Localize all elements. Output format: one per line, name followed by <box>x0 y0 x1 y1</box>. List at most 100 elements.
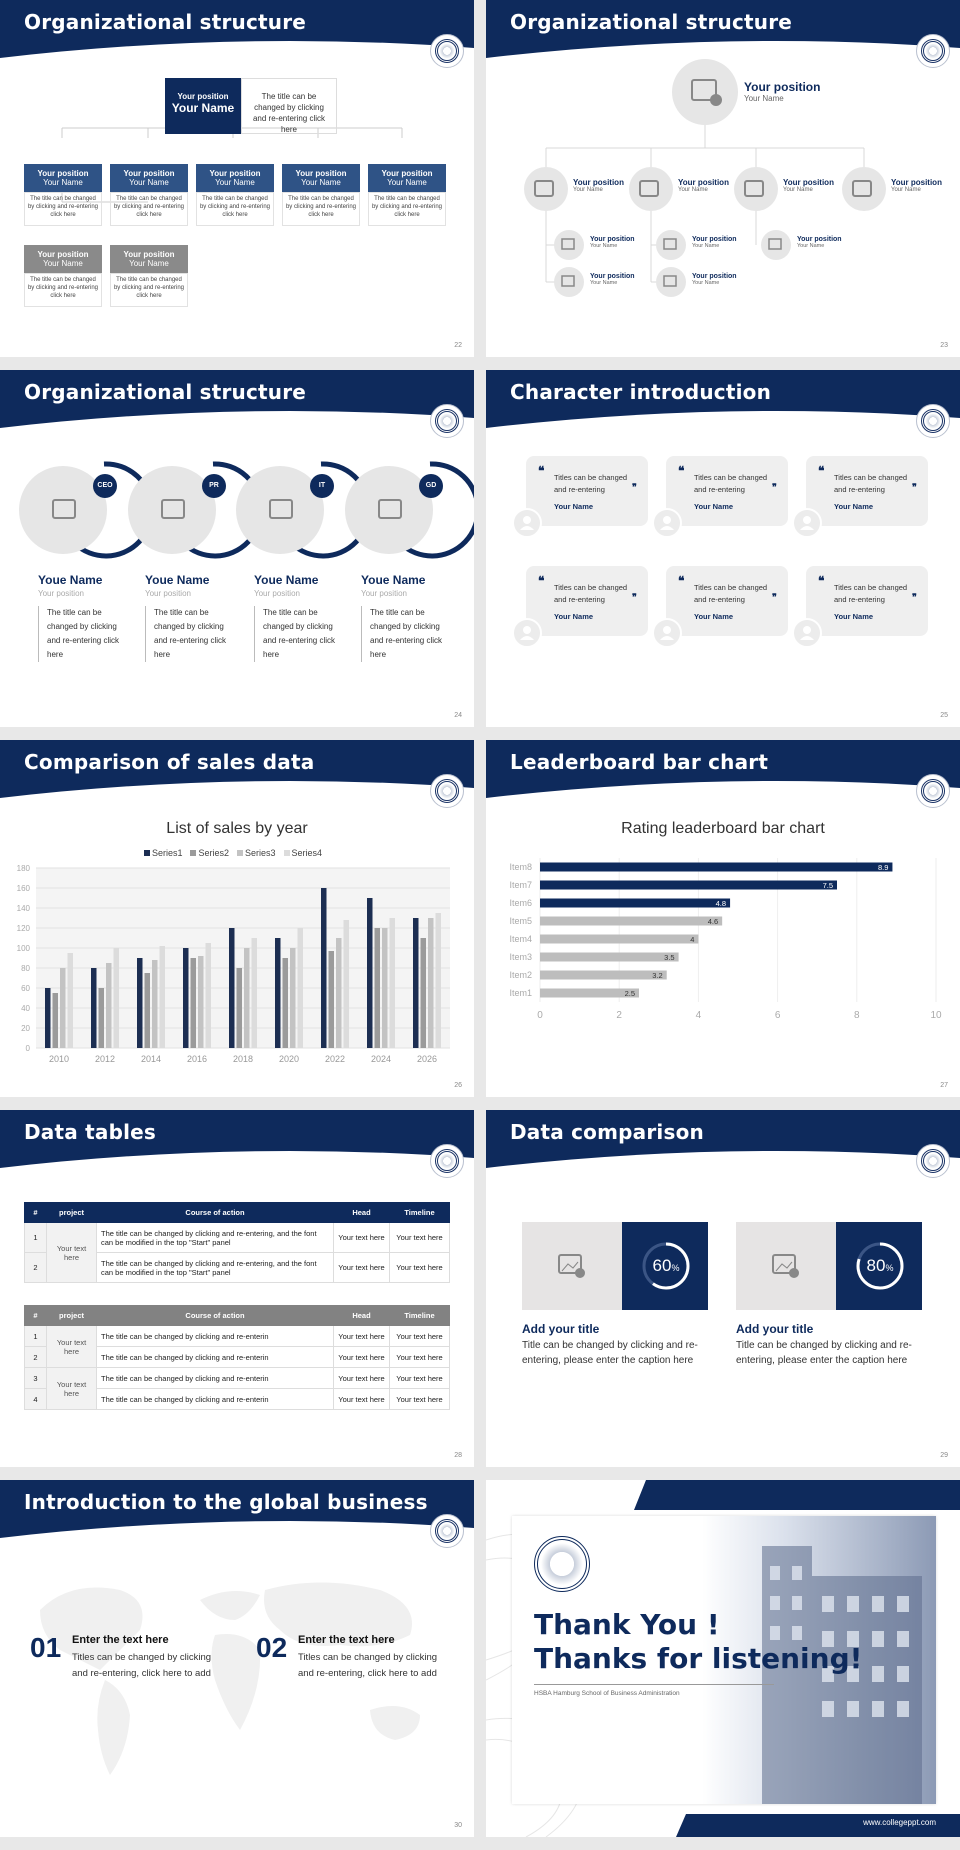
slide-28[interactable]: Data tables # project Course of action H… <box>0 1110 474 1467</box>
comparison-card[interactable]: 80% <box>736 1222 922 1310</box>
slide-26[interactable]: Comparison of sales data List of sales b… <box>0 740 474 1097</box>
role-badge: GD <box>425 482 437 489</box>
slide-31[interactable]: Thank You ! Thanks for listening! HSBA H… <box>486 1480 960 1837</box>
bar-series2-2012 <box>98 988 104 1048</box>
quote-card[interactable]: ❝ Titles can be changed and re-entering … <box>792 566 930 648</box>
school-seal-icon <box>916 774 950 808</box>
comparison-heading: Add your title <box>736 1322 814 1336</box>
org-mid-label[interactable]: Your position Your Name <box>783 178 834 193</box>
bar-series2-2018 <box>236 968 242 1048</box>
school-seal-icon <box>430 404 464 438</box>
slide-22[interactable]: Organizational structure Your position Y… <box>0 0 474 357</box>
head-cell: Your text here <box>333 1346 390 1368</box>
data-table-1: # project Course of action Head Timeline… <box>24 1202 450 1283</box>
person-block[interactable]: Youe Name Your position The title can be… <box>38 573 138 662</box>
person-block[interactable]: Youe Name Your position The title can be… <box>361 573 461 662</box>
org-mid-label[interactable]: Your position Your Name <box>573 178 624 193</box>
row-number: 4 <box>24 1388 47 1410</box>
progress-ring <box>642 1242 690 1290</box>
org-top-desc: The title can be changed by clicking and… <box>241 78 337 134</box>
row-number: 1 <box>24 1222 47 1253</box>
legend-label: Series4 <box>291 848 323 858</box>
org-mid-label[interactable]: Your position Your Name <box>891 178 942 193</box>
world-map-background <box>40 1582 420 1775</box>
org-low-label[interactable]: Your position Your Name <box>692 273 737 286</box>
data-label: 7.5 <box>823 881 833 890</box>
legend-item: Series2 <box>190 848 229 858</box>
slide-header: Character introduction <box>486 370 960 438</box>
data-label: 3.2 <box>652 971 662 980</box>
top-name: Your Name <box>744 94 784 103</box>
member-position: Your position <box>590 236 635 243</box>
quote-card[interactable]: ❝ Titles can be changed and re-entering … <box>652 456 790 538</box>
page-number: 28 <box>454 1452 462 1459</box>
quote-author: Your Name <box>694 502 734 511</box>
person-position: Your position <box>145 589 191 598</box>
quote-card[interactable]: ❝ Titles can be changed and re-entering … <box>512 566 650 648</box>
org-member-card[interactable]: Your position Your Name The title can be … <box>24 164 102 226</box>
col-header: Head <box>333 1202 390 1223</box>
org-low-label[interactable]: Your position Your Name <box>590 273 635 286</box>
org-member-card[interactable]: Your position Your Name The title can be … <box>196 164 274 226</box>
website-link[interactable]: www.collegeppt.com <box>863 1818 936 1827</box>
quote-open-icon: ❝ <box>818 574 825 588</box>
quote-card[interactable]: ❝ Titles can be changed and re-entering … <box>512 456 650 538</box>
quote-text: Titles can be changed and re-entering <box>554 473 628 494</box>
table-row[interactable]: 3 Your text here The title can be change… <box>24 1367 450 1410</box>
member-position: Your position <box>37 169 89 178</box>
table-row[interactable]: 4 The title can be changed by clicking a… <box>24 1388 450 1410</box>
slide-27[interactable]: Leaderboard bar chart Rating leaderboard… <box>486 740 960 1097</box>
x-tick-label: 2016 <box>187 1054 207 1064</box>
slide-25[interactable]: Character introduction ❝ Titles can be c… <box>486 370 960 727</box>
quote-open-icon: ❝ <box>818 464 825 478</box>
member-name: Your Name <box>797 243 825 249</box>
org-mid-label[interactable]: Your position Your Name <box>678 178 729 193</box>
member-desc: The title can be changed by clicking and… <box>196 192 274 226</box>
slide-title: Organizational structure <box>24 10 307 34</box>
org-low-label[interactable]: Your position Your Name <box>797 236 842 249</box>
col-header: Course of action <box>96 1202 334 1223</box>
org-member-card[interactable]: Your position Your Name The title can be … <box>110 245 188 307</box>
slide-title: Organizational structure <box>510 10 793 34</box>
org-low-label[interactable]: Your position Your Name <box>590 236 635 249</box>
member-name: Your Name <box>573 187 603 193</box>
progress-ring <box>856 1242 904 1290</box>
org-member-card[interactable]: Your position Your Name The title can be … <box>368 164 446 226</box>
action-cell: The title can be changed by clicking and… <box>96 1346 334 1368</box>
person-block[interactable]: Youe Name Your position The title can be… <box>145 573 245 662</box>
member-position: Your position <box>123 169 175 178</box>
bar-series4-2026 <box>435 913 441 1048</box>
table-row[interactable]: 1 Your text here The title can be change… <box>24 1325 450 1368</box>
member-name: Your Name <box>43 259 83 268</box>
slide-30[interactable]: Introduction to the global business 01 E… <box>0 1480 474 1837</box>
org-member-card[interactable]: Your position Your Name The title can be … <box>110 164 188 226</box>
person-block[interactable]: Youe Name Your position The title can be… <box>254 573 354 662</box>
org-member-card[interactable]: Your position Your Name The title can be … <box>24 245 102 307</box>
quote-text: Titles can be changed and re-entering <box>554 583 628 604</box>
quote-author: Your Name <box>834 612 874 621</box>
top-position: Your position <box>177 92 229 101</box>
x-tick-label: 2026 <box>417 1054 437 1064</box>
table-row[interactable]: 1 Your text here The title can be change… <box>24 1222 450 1283</box>
bar-series4-2010 <box>67 953 73 1048</box>
avatar-icon <box>652 618 682 648</box>
x-tick-label: 8 <box>854 1010 860 1021</box>
avatar-icon <box>792 618 822 648</box>
bar-series4-2018 <box>251 938 257 1048</box>
org-member-card[interactable]: Your position Your Name The title can be … <box>282 164 360 226</box>
comparison-card[interactable]: 60% <box>522 1222 708 1310</box>
org-row-1: Your position Your Name The title can be … <box>24 164 454 228</box>
quote-card[interactable]: ❝ Titles can be changed and re-entering … <box>792 456 930 538</box>
slide-title: Introduction to the global business <box>24 1490 428 1514</box>
avatar-icon <box>792 508 822 538</box>
slide-24[interactable]: Organizational structure CEO P <box>0 370 474 727</box>
slide-title: Character introduction <box>510 380 772 404</box>
table-row[interactable]: 2 The title can be changed by clicking a… <box>24 1252 450 1283</box>
org-top-label[interactable]: Your position Your Name <box>744 80 820 103</box>
slide-29[interactable]: Data comparison 60% Add your title Title… <box>486 1110 960 1467</box>
quote-card[interactable]: ❝ Titles can be changed and re-entering … <box>652 566 790 648</box>
person-desc: The title can be changed by clicking and… <box>361 606 443 662</box>
org-low-label[interactable]: Your position Your Name <box>692 236 737 249</box>
org-top-box[interactable]: Your position Your Name <box>165 78 241 134</box>
slide-23[interactable]: Organizational structure <box>486 0 960 357</box>
